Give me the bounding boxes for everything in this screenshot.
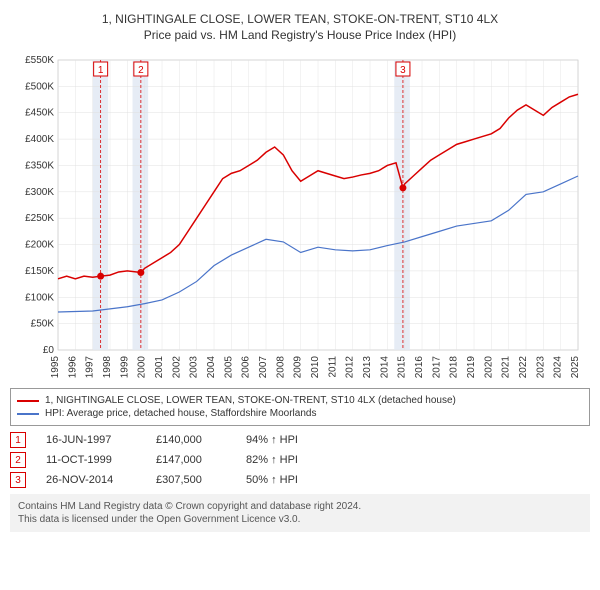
sale-hpi-3: 50% ↑ HPI bbox=[246, 474, 346, 486]
svg-text:2005: 2005 bbox=[223, 356, 234, 379]
price-chart: £0 £50K £100K £150K £200K £250K £300K £350K £400… bbox=[10, 50, 590, 380]
svg-text:2021: 2021 bbox=[501, 356, 512, 379]
svg-text:2000: 2000 bbox=[137, 356, 148, 379]
svg-text:2: 2 bbox=[138, 65, 144, 76]
svg-text:1997: 1997 bbox=[85, 356, 96, 379]
svg-text:£500K: £500K bbox=[25, 81, 54, 92]
svg-text:2007: 2007 bbox=[258, 356, 269, 379]
sale-price-1: £140,000 bbox=[156, 434, 246, 446]
sale-date-1: 16-JUN-1997 bbox=[46, 434, 156, 446]
svg-text:3: 3 bbox=[400, 65, 406, 76]
svg-text:£550K: £550K bbox=[25, 55, 54, 66]
svg-text:£50K: £50K bbox=[31, 319, 55, 330]
sale-marker-1: 1 bbox=[10, 432, 26, 448]
svg-text:2016: 2016 bbox=[414, 356, 425, 379]
sale-price-3: £307,500 bbox=[156, 474, 246, 486]
sales-table: 1 16-JUN-1997 £140,000 94% ↑ HPI 2 11-OC… bbox=[10, 432, 590, 488]
svg-text:£450K: £450K bbox=[25, 108, 54, 119]
svg-text:2010: 2010 bbox=[310, 356, 321, 379]
svg-text:2024: 2024 bbox=[553, 356, 564, 379]
legend-item-hpi: HPI: Average price, detached house, Staf… bbox=[17, 408, 583, 419]
sale-date-3: 26-NOV-2014 bbox=[46, 474, 156, 486]
svg-text:2017: 2017 bbox=[431, 356, 442, 379]
svg-text:2018: 2018 bbox=[449, 356, 460, 379]
svg-text:2022: 2022 bbox=[518, 356, 529, 379]
sale-marker-2: 2 bbox=[10, 452, 26, 468]
svg-text:£0: £0 bbox=[43, 345, 55, 356]
sale-row-3: 3 26-NOV-2014 £307,500 50% ↑ HPI bbox=[10, 472, 590, 488]
svg-text:1996: 1996 bbox=[67, 356, 78, 379]
svg-text:2009: 2009 bbox=[293, 356, 304, 379]
svg-text:2004: 2004 bbox=[206, 356, 217, 379]
svg-text:2011: 2011 bbox=[327, 356, 338, 378]
svg-text:1: 1 bbox=[98, 65, 104, 76]
svg-text:£350K: £350K bbox=[25, 160, 54, 171]
legend-item-property: 1, NIGHTINGALE CLOSE, LOWER TEAN, STOKE-… bbox=[17, 395, 583, 406]
footer-line-1: Contains HM Land Registry data © Crown c… bbox=[18, 500, 582, 513]
title-line-1: 1, NIGHTINGALE CLOSE, LOWER TEAN, STOKE-… bbox=[10, 12, 590, 26]
svg-text:1998: 1998 bbox=[102, 356, 113, 379]
svg-text:£250K: £250K bbox=[25, 213, 54, 224]
sale-row-1: 1 16-JUN-1997 £140,000 94% ↑ HPI bbox=[10, 432, 590, 448]
svg-text:£400K: £400K bbox=[25, 134, 54, 145]
svg-text:2006: 2006 bbox=[241, 356, 252, 379]
svg-text:2002: 2002 bbox=[171, 356, 182, 379]
svg-text:2025: 2025 bbox=[570, 356, 581, 379]
sale-hpi-2: 82% ↑ HPI bbox=[246, 454, 346, 466]
title-line-2: Price paid vs. HM Land Registry's House … bbox=[10, 28, 590, 42]
legend-label-property: 1, NIGHTINGALE CLOSE, LOWER TEAN, STOKE-… bbox=[45, 395, 456, 406]
sale-marker-3: 3 bbox=[10, 472, 26, 488]
footer-line-2: This data is licensed under the Open Gov… bbox=[18, 513, 582, 526]
sale-price-2: £147,000 bbox=[156, 454, 246, 466]
svg-text:2013: 2013 bbox=[362, 356, 373, 379]
svg-text:1999: 1999 bbox=[119, 356, 130, 379]
svg-text:2023: 2023 bbox=[535, 356, 546, 379]
svg-text:£300K: £300K bbox=[25, 187, 54, 198]
svg-text:2008: 2008 bbox=[275, 356, 286, 379]
svg-text:£150K: £150K bbox=[25, 266, 54, 277]
legend-swatch-property bbox=[17, 400, 39, 402]
svg-text:£200K: £200K bbox=[25, 240, 54, 251]
svg-text:2012: 2012 bbox=[345, 356, 356, 379]
svg-text:2015: 2015 bbox=[397, 356, 408, 379]
svg-text:£100K: £100K bbox=[25, 292, 54, 303]
svg-text:2014: 2014 bbox=[379, 356, 390, 379]
legend-label-hpi: HPI: Average price, detached house, Staf… bbox=[45, 408, 316, 419]
svg-text:2020: 2020 bbox=[483, 356, 494, 379]
footer-attribution: Contains HM Land Registry data © Crown c… bbox=[10, 494, 590, 532]
sale-date-2: 11-OCT-1999 bbox=[46, 454, 156, 466]
legend-box: 1, NIGHTINGALE CLOSE, LOWER TEAN, STOKE-… bbox=[10, 388, 590, 426]
svg-text:2001: 2001 bbox=[154, 356, 165, 379]
sale-row-2: 2 11-OCT-1999 £147,000 82% ↑ HPI bbox=[10, 452, 590, 468]
svg-text:1995: 1995 bbox=[50, 356, 61, 379]
legend-swatch-hpi bbox=[17, 413, 39, 415]
svg-text:2019: 2019 bbox=[466, 356, 477, 379]
sale-hpi-1: 94% ↑ HPI bbox=[246, 434, 346, 446]
svg-text:2003: 2003 bbox=[189, 356, 200, 379]
